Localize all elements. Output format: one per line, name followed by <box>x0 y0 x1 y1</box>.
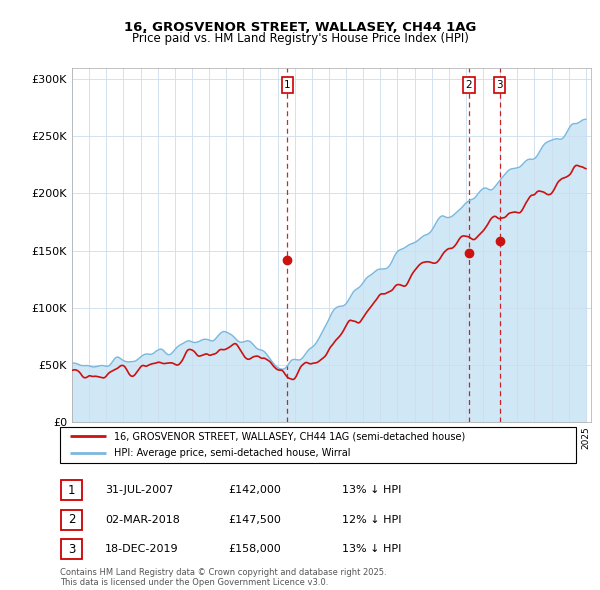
Text: 1: 1 <box>68 484 75 497</box>
Text: HPI: Average price, semi-detached house, Wirral: HPI: Average price, semi-detached house,… <box>114 448 350 458</box>
Text: 3: 3 <box>68 543 75 556</box>
Text: 2: 2 <box>68 513 75 526</box>
Text: £147,500: £147,500 <box>228 515 281 525</box>
Text: 3: 3 <box>496 80 503 90</box>
Text: 12% ↓ HPI: 12% ↓ HPI <box>342 515 401 525</box>
Text: £142,000: £142,000 <box>228 486 281 495</box>
FancyBboxPatch shape <box>61 510 82 530</box>
Text: 16, GROSVENOR STREET, WALLASEY, CH44 1AG (semi-detached house): 16, GROSVENOR STREET, WALLASEY, CH44 1AG… <box>114 431 466 441</box>
Text: 02-MAR-2018: 02-MAR-2018 <box>105 515 180 525</box>
FancyBboxPatch shape <box>61 480 82 500</box>
Text: 18-DEC-2019: 18-DEC-2019 <box>105 545 179 554</box>
Text: 31-JUL-2007: 31-JUL-2007 <box>105 486 173 495</box>
Text: Contains HM Land Registry data © Crown copyright and database right 2025.
This d: Contains HM Land Registry data © Crown c… <box>60 568 386 587</box>
Text: Price paid vs. HM Land Registry's House Price Index (HPI): Price paid vs. HM Land Registry's House … <box>131 32 469 45</box>
Text: 1: 1 <box>284 80 291 90</box>
FancyBboxPatch shape <box>60 427 576 463</box>
FancyBboxPatch shape <box>61 539 82 559</box>
Text: 2: 2 <box>466 80 472 90</box>
Text: 13% ↓ HPI: 13% ↓ HPI <box>342 486 401 495</box>
Text: 16, GROSVENOR STREET, WALLASEY, CH44 1AG: 16, GROSVENOR STREET, WALLASEY, CH44 1AG <box>124 21 476 34</box>
Text: 13% ↓ HPI: 13% ↓ HPI <box>342 545 401 554</box>
Text: £158,000: £158,000 <box>228 545 281 554</box>
